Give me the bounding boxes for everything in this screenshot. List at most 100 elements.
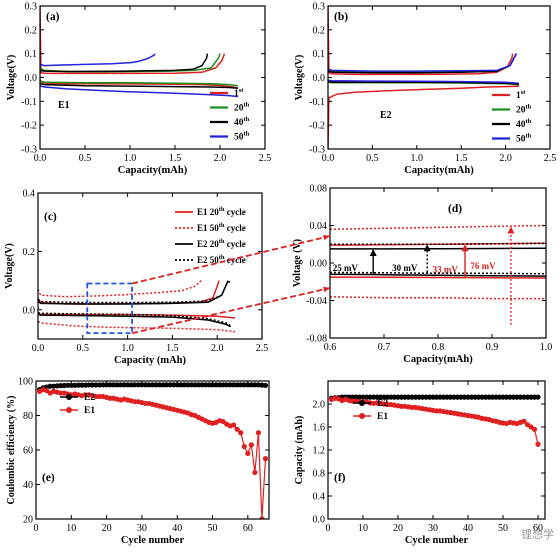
gap-arrow-label: 33 mV xyxy=(433,265,459,275)
legend-item: 40th xyxy=(210,116,250,128)
data-point xyxy=(255,430,262,436)
x-tick-label: 40 xyxy=(172,523,182,534)
legend-label: 40th xyxy=(234,116,250,128)
legend-marker xyxy=(66,394,72,400)
x-tick-label: 0.7 xyxy=(378,342,391,353)
y-tick-label: 0.2 xyxy=(23,247,36,258)
zoom-connector-arrowhead xyxy=(323,286,330,293)
data-point xyxy=(245,450,251,457)
data-point xyxy=(535,441,541,447)
y-tick-label: -0.3 xyxy=(21,145,37,156)
zoom-box xyxy=(86,282,133,335)
x-axis-label: Capacity(mAh) xyxy=(403,354,473,365)
plot-area-e xyxy=(36,382,269,519)
gap-arrow-head xyxy=(461,244,469,252)
x-axis-label: Cycle number xyxy=(121,535,185,546)
x-tick-label: 30 xyxy=(137,523,147,534)
series-line xyxy=(328,6,514,76)
data-point xyxy=(234,426,240,432)
x-tick-label: 1.5 xyxy=(455,153,468,164)
y-tick-label: -0.2 xyxy=(21,121,37,132)
series-line xyxy=(328,85,519,149)
legend-item: E2 20th cycle xyxy=(175,238,246,249)
legend-item: E1 xyxy=(353,412,388,422)
legend-item: 50th xyxy=(492,133,532,145)
y-tick-label: 0.0 xyxy=(313,73,326,84)
legend-label: 50th xyxy=(234,131,250,143)
panel-label: (b) xyxy=(334,11,348,23)
legend-item: 20th xyxy=(492,104,532,116)
y-tick-label: 0.4 xyxy=(23,189,36,200)
legend-item: E2 xyxy=(353,399,388,409)
x-tick-label: 20 xyxy=(393,523,403,534)
zoom-connector xyxy=(131,287,331,335)
gap-arrow-label: 25 mV xyxy=(333,263,359,273)
y-axis-label: Voltage (V) xyxy=(292,239,303,287)
x-tick-label: 1.5 xyxy=(166,343,179,354)
gap-arrow-label: 76 mV xyxy=(470,261,496,271)
legend-label: E1 xyxy=(84,406,95,416)
x-tick-label: 0.5 xyxy=(366,153,379,164)
x-tick-label: 0 xyxy=(34,523,39,534)
x-tick-label: 0.5 xyxy=(77,343,90,354)
series-line xyxy=(40,53,156,67)
x-axis-label: Cycle number xyxy=(405,535,469,546)
legend-item: E1 20th cycle xyxy=(175,206,246,217)
y-axis-label: Capacity (mAh) xyxy=(294,416,305,485)
gap-arrow: 25 mV xyxy=(333,248,377,275)
y-tick-label: 0.0 xyxy=(313,515,326,526)
x-tick-label: 0.8 xyxy=(432,342,445,353)
gap-arrow-head xyxy=(369,248,377,256)
x-tick-label: 1.0 xyxy=(124,153,137,164)
plot-frame xyxy=(37,192,263,340)
panel-a: 0.0 0.5 1.0 1.5 2.0 2.5 -0.3 -0.2 -0.1 0.0 0.1 0.2 0… xyxy=(6,2,271,177)
y-tick-label: -0.3 xyxy=(309,145,325,156)
data-point xyxy=(238,430,244,436)
legend-label: 1st xyxy=(234,87,244,99)
series-line xyxy=(38,311,232,327)
y-tick-label: 0.1 xyxy=(25,49,38,60)
panel-label: (d) xyxy=(448,203,462,215)
x-tick-label: 2.5 xyxy=(544,153,557,164)
plot-frame xyxy=(39,5,266,150)
data-point xyxy=(535,394,541,400)
data-point xyxy=(252,469,258,476)
y-tick-label: 0.0 xyxy=(23,305,36,316)
x-tick-label: 1.0 xyxy=(411,153,424,164)
panel-c: 0.0 0.5 1.0 1.5 2.0 2.5 0.0 0.2 0.4 Capacity (mAh… xyxy=(4,189,268,367)
legend-label: E2 20th cycle xyxy=(197,238,246,249)
legend-item: E1 50th cycle xyxy=(175,222,246,233)
gap-arrow-head xyxy=(423,244,431,252)
y-tick-label: -0.04 xyxy=(306,296,327,307)
x-tick-label: 2.5 xyxy=(259,153,272,164)
x-tick-label: 60 xyxy=(533,523,543,534)
series-line xyxy=(40,53,209,73)
series-line xyxy=(328,79,519,84)
y-tick-label: -0.2 xyxy=(309,121,325,132)
gap-arrow: 30 mV xyxy=(392,244,431,273)
x-tick-label: 2.0 xyxy=(214,153,227,164)
x-tick-label: 0.0 xyxy=(34,153,47,164)
x-tick-label: 20 xyxy=(102,523,112,534)
x-tick-label: 2.5 xyxy=(256,343,269,354)
y-tick-label: 100 xyxy=(18,377,33,388)
data-point xyxy=(248,442,254,448)
x-tick-label: 60 xyxy=(243,523,253,534)
panel-d: 0.6 0.7 0.8 0.9 1.0 -0.08 -0.04 0.00 0.04 0.08 Cap… xyxy=(292,184,552,366)
y-tick-label: 60 xyxy=(23,446,33,457)
plot-area-c xyxy=(38,280,236,333)
gap-arrow: 33 mV xyxy=(433,244,469,278)
legend-label: 40th xyxy=(516,118,532,130)
panel-label: (e) xyxy=(42,472,55,484)
x-tick-label: 0.9 xyxy=(486,342,499,353)
x-tick-label: 1.0 xyxy=(540,342,553,353)
legend-item: 1st xyxy=(210,87,244,99)
legend-label: E1 xyxy=(377,412,388,422)
panel-label: (c) xyxy=(44,211,57,223)
y-axis-label: Coulombic efficiency (%) xyxy=(6,396,17,505)
series-line xyxy=(330,271,546,275)
panel-e: 0 10 20 30 40 50 60 20 40 60 80 100 Cycle number Coul… xyxy=(6,377,270,546)
y-tick-label: 1.6 xyxy=(313,423,326,434)
plot-area-b xyxy=(328,6,519,149)
panel-b: 0.0 0.5 1.0 1.5 2.0 2.5 -0.3 -0.2 -0.1 0.0 0.1 0.2 0… xyxy=(294,2,556,177)
